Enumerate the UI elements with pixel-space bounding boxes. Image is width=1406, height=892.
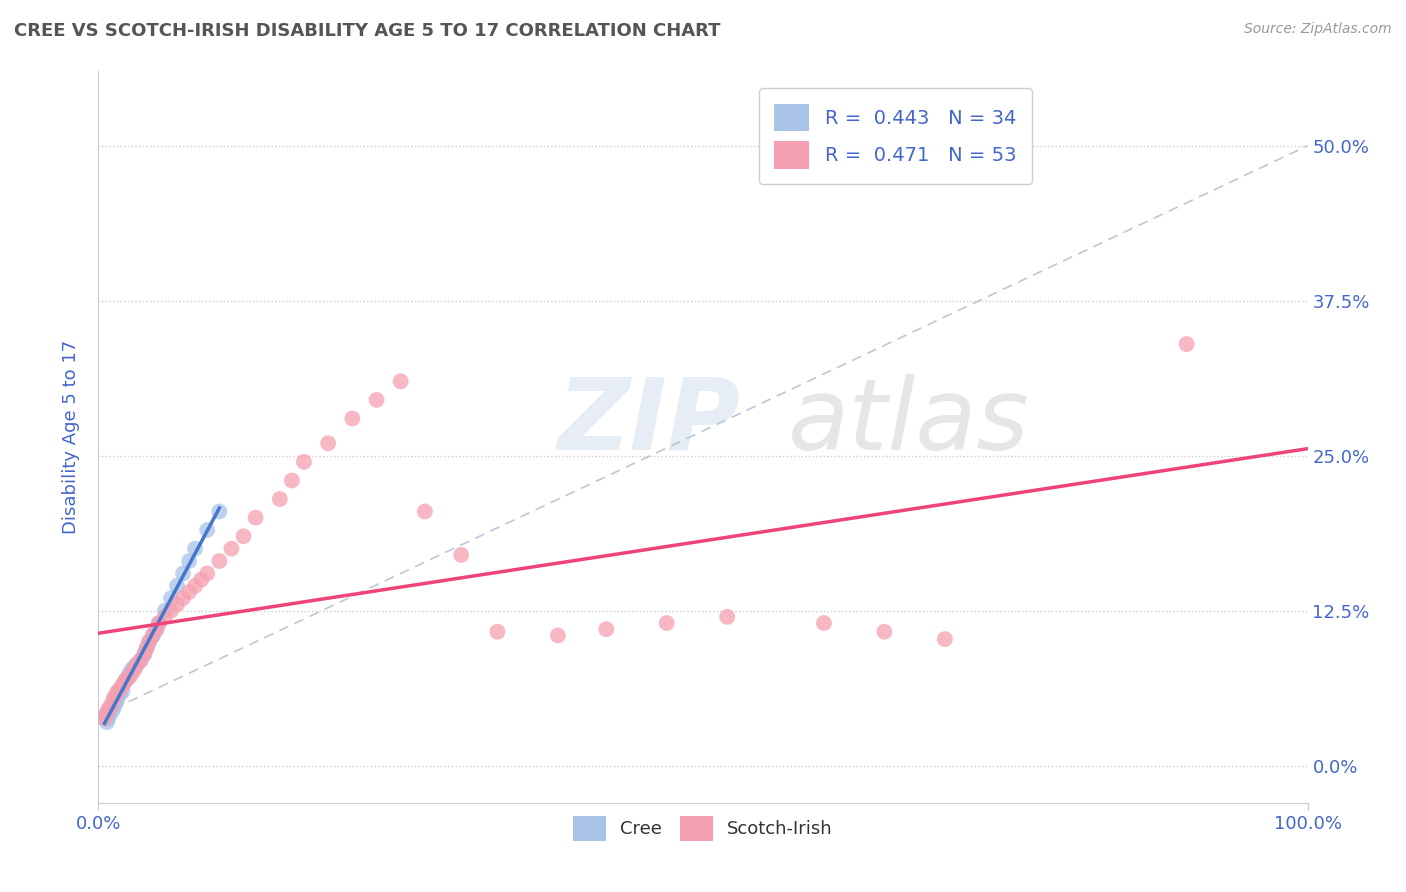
Point (115, 672, 138, 686)
Point (107, 690, 129, 705)
Point (96, 706, 118, 721)
Point (486, 624, 509, 639)
Point (813, 615, 835, 630)
Point (172, 566, 194, 581)
Point (1175, 337, 1198, 351)
Point (269, 491, 291, 506)
Text: CREE VS SCOTCH-IRISH DISABILITY AGE 5 TO 17 CORRELATION CHART: CREE VS SCOTCH-IRISH DISABILITY AGE 5 TO… (14, 22, 720, 40)
Point (108, 681, 131, 696)
Point (208, 554, 231, 568)
Point (138, 634, 160, 648)
Point (413, 504, 436, 518)
Point (129, 653, 152, 667)
Point (105, 687, 128, 701)
Point (166, 579, 188, 593)
Point (121, 665, 143, 680)
Point (148, 615, 170, 630)
Point (135, 640, 157, 655)
Point (138, 634, 160, 648)
Point (389, 374, 412, 388)
Point (121, 662, 143, 676)
Point (93, 709, 115, 723)
Point (190, 573, 212, 587)
Point (221, 541, 243, 556)
Point (129, 653, 152, 667)
Point (118, 669, 141, 683)
Point (195, 523, 218, 537)
Point (124, 662, 146, 676)
Point (148, 615, 170, 630)
Point (124, 659, 146, 673)
Point (342, 411, 364, 425)
Point (127, 657, 149, 671)
Point (103, 690, 125, 705)
Point (111, 684, 134, 698)
Y-axis label: Disability Age 5 to 17: Disability Age 5 to 17 (62, 340, 80, 534)
Point (111, 678, 134, 692)
Point (107, 684, 129, 698)
Point (873, 624, 896, 639)
Point (101, 703, 124, 717)
Point (108, 687, 131, 701)
Point (184, 579, 207, 593)
Point (934, 632, 956, 647)
Point (114, 674, 136, 689)
Point (104, 697, 127, 711)
Point (208, 504, 231, 518)
Point (179, 554, 201, 568)
Text: Source: ZipAtlas.com: Source: ZipAtlas.com (1244, 22, 1392, 37)
Point (103, 699, 125, 714)
Point (127, 657, 149, 671)
Point (153, 610, 176, 624)
Point (450, 548, 472, 562)
Point (153, 604, 176, 618)
Point (142, 628, 165, 642)
Point (245, 510, 267, 524)
Point (160, 591, 183, 606)
Text: atlas: atlas (787, 374, 1029, 471)
Point (547, 628, 569, 642)
Point (117, 672, 139, 686)
Point (595, 622, 617, 636)
Point (93, 711, 115, 725)
Point (316, 436, 339, 450)
Point (105, 694, 128, 708)
Point (118, 665, 141, 680)
Point (111, 678, 134, 692)
Point (114, 674, 136, 689)
Point (184, 541, 207, 556)
Point (195, 566, 218, 581)
Point (655, 615, 678, 630)
Point (142, 628, 165, 642)
Point (118, 669, 141, 683)
Point (100, 706, 122, 721)
Point (97, 711, 120, 725)
Point (166, 598, 188, 612)
Point (232, 529, 254, 543)
Point (97, 703, 120, 717)
Point (96, 715, 118, 730)
Point (134, 647, 156, 661)
Point (135, 640, 157, 655)
Point (172, 591, 194, 606)
Point (145, 622, 167, 636)
Point (145, 622, 167, 636)
Point (716, 610, 738, 624)
Point (134, 647, 156, 661)
Point (179, 585, 201, 599)
Point (101, 694, 124, 708)
Point (366, 392, 388, 407)
Point (100, 699, 122, 714)
Text: ZIP: ZIP (558, 374, 741, 471)
Point (281, 474, 304, 488)
Point (160, 604, 183, 618)
Point (292, 455, 315, 469)
Legend: Cree, Scotch-Irish: Cree, Scotch-Irish (567, 809, 839, 848)
